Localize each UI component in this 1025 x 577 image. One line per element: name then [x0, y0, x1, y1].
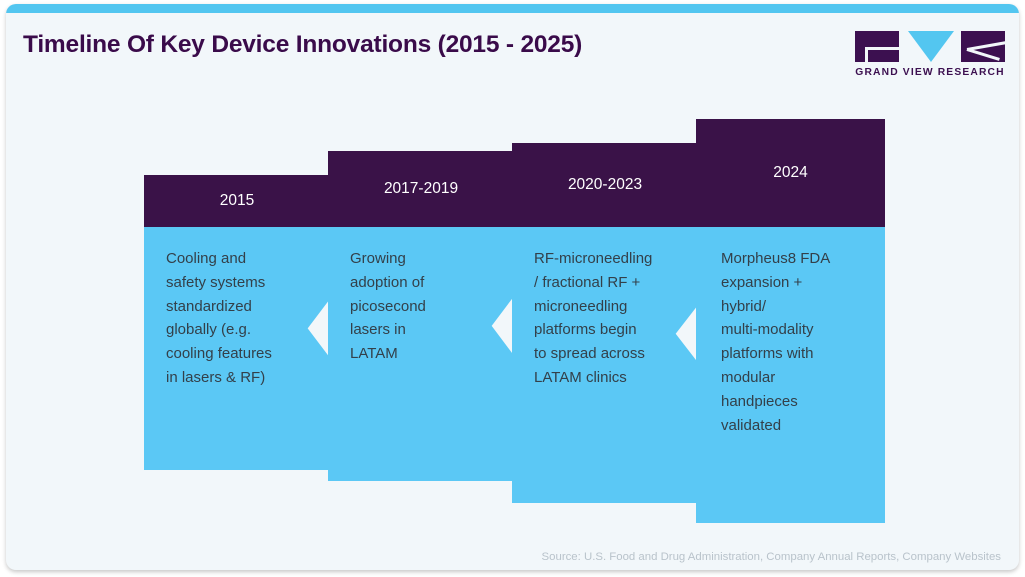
- timeline-card-2-text: Growing adoption of picosecond lasers in…: [350, 250, 426, 363]
- logo-wordmark: GRAND VIEW RESEARCH: [855, 67, 1005, 78]
- timeline-card-3-shape: 2020-2023: [512, 143, 698, 503]
- timeline-card-4-shape: 2024: [696, 119, 885, 523]
- timeline-card-1-shape: 2015: [144, 175, 330, 470]
- timeline-card-2-period: 2017-2019: [328, 151, 514, 227]
- timeline-card-1-body: [144, 227, 330, 470]
- timeline-card-4[interactable]: 2024 Morpheus8 FDA expansion + hybrid/ m…: [696, 119, 885, 523]
- top-accent-bar: [6, 4, 1019, 13]
- infographic-frame: Timeline Of Key Device Innovations (2015…: [6, 4, 1019, 570]
- timeline-card-3-body: [512, 227, 698, 503]
- timeline-card-1-period: 2015: [144, 175, 330, 227]
- timeline-card-4-text: Morpheus8 FDA expansion + hybrid/ multi-…: [721, 250, 831, 434]
- timeline-card-2-body: [328, 227, 514, 481]
- timeline-card-3-text: RF-microneedling / fractional RF + micro…: [534, 250, 653, 386]
- timeline-card-1-text: Cooling and safety systems standardized …: [166, 250, 272, 386]
- timeline-card-3[interactable]: 2020-2023 RF-microneedling / fractional …: [512, 143, 698, 503]
- logo-mark-icon: [855, 31, 1005, 62]
- timeline-card-4-body: [696, 227, 885, 523]
- grand-view-research-logo: GRAND VIEW RESEARCH: [855, 31, 1005, 81]
- timeline-card-2[interactable]: 2017-2019 Growing adoption of picosecond…: [328, 151, 514, 481]
- timeline-card-2-shape: 2017-2019: [328, 151, 514, 481]
- source-note: Source: U.S. Food and Drug Administratio…: [541, 551, 1001, 563]
- logo-triangle-icon: [908, 31, 954, 62]
- logo-right-block-icon: [961, 31, 1005, 62]
- logo-left-block-icon: [855, 31, 899, 62]
- timeline-card-4-period: 2024: [696, 119, 885, 227]
- page-title: Timeline Of Key Device Innovations (2015…: [23, 31, 583, 58]
- timeline-chart: 2015 Cooling and safety systems standard…: [6, 4, 1019, 570]
- timeline-card-3-period: 2020-2023: [512, 143, 698, 227]
- timeline-card-1[interactable]: 2015 Cooling and safety systems standard…: [144, 175, 330, 470]
